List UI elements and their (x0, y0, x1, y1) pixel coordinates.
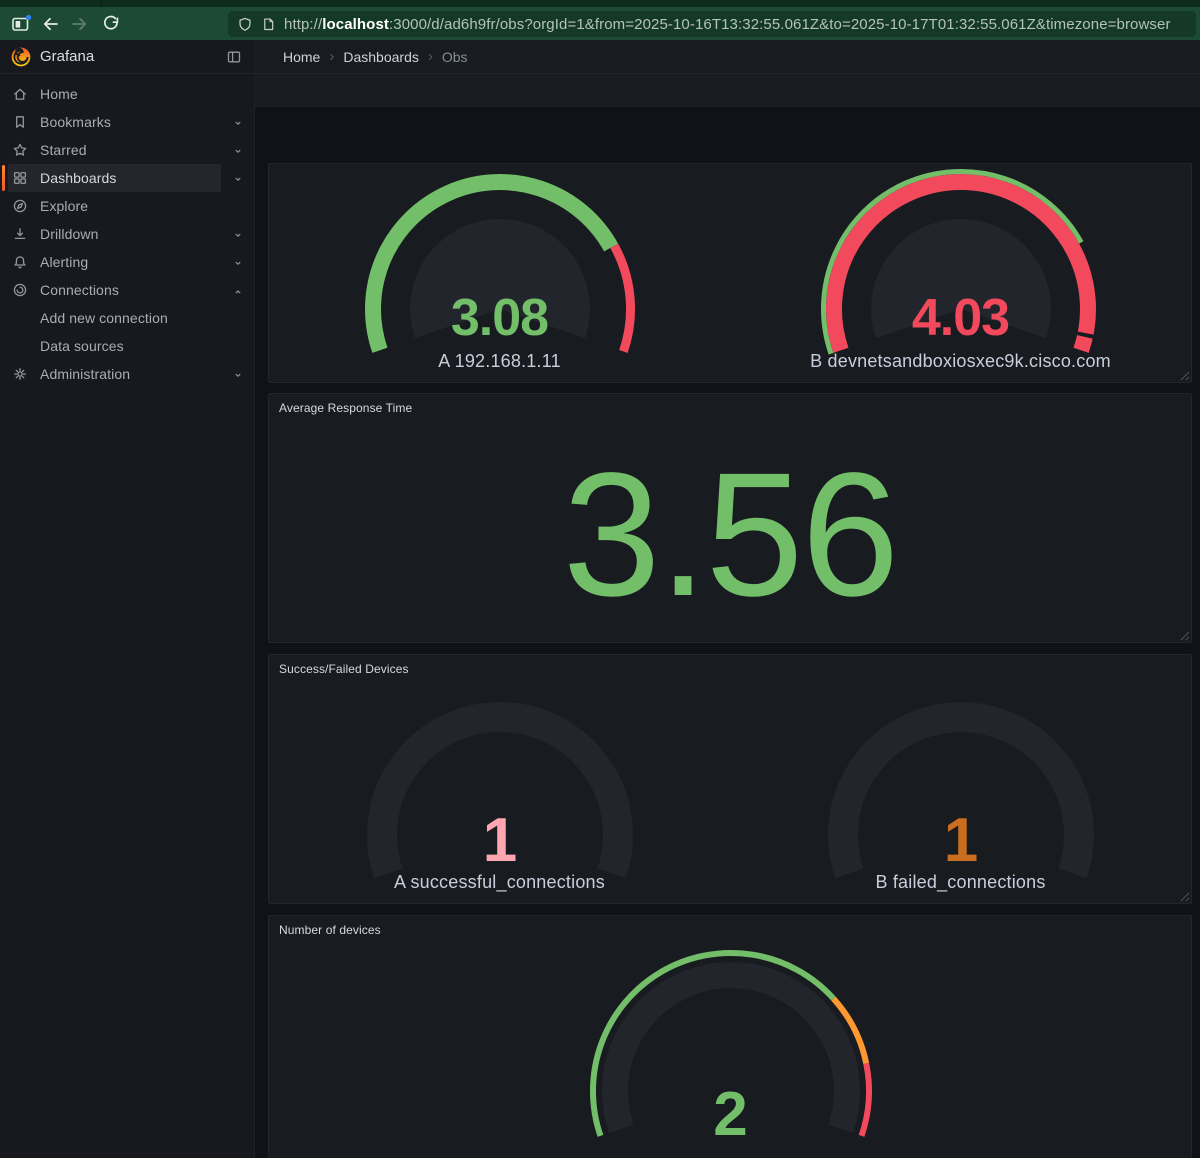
panel-response-gauges: 3.08 A 192.168.1.11 4.03 B devnetsandbox… (268, 163, 1192, 383)
brand-name: Grafana (40, 48, 95, 65)
sidebar-item-label: Explore (40, 198, 89, 214)
gauge-label: A 192.168.1.11 (438, 351, 561, 371)
gauge-arc (590, 949, 872, 1137)
panel-title[interactable]: Number of devices (279, 923, 381, 937)
compass-icon (12, 198, 28, 214)
sidebar-item-bookmarks[interactable]: Bookmarks (0, 108, 254, 136)
sidebar-item-label: Data sources (40, 338, 124, 354)
sidebar-item-administration[interactable]: Administration (0, 360, 254, 388)
gauge-label: A successful_connections (394, 872, 605, 892)
gauge-label: B failed_connections (875, 872, 1046, 892)
gauge-value: 1 (482, 806, 517, 875)
sidebar-item-label: Home (40, 86, 78, 102)
gear-icon (12, 366, 28, 382)
gauge-failed-connections: 1 B failed_connections (730, 655, 1191, 903)
dock-sidebar-button[interactable] (225, 48, 243, 66)
panel-title[interactable]: Average Response Time (279, 401, 413, 415)
shield-icon[interactable] (237, 16, 253, 33)
firefox-view-button[interactable] (6, 7, 36, 40)
stat-value: 3.56 (562, 437, 900, 633)
browser-tab-strip (0, 0, 1200, 7)
gauge-arc (828, 702, 1094, 879)
sidebar-item-alerting[interactable]: Alerting (0, 248, 254, 276)
panel-resize-handle[interactable] (1178, 629, 1189, 640)
gauge-arc (367, 702, 633, 879)
sidebar-item-explore[interactable]: Explore (0, 192, 254, 220)
page-icon (264, 18, 274, 30)
reload-button[interactable] (96, 7, 126, 40)
chevron-down-icon[interactable] (232, 172, 244, 184)
dashboard-controls-bar (255, 74, 1200, 107)
notification-dot (25, 14, 32, 20)
sidebar-item-label: Starred (40, 142, 87, 158)
chevron-down-icon[interactable] (232, 144, 244, 156)
breadcrumb-dashboards[interactable]: Dashboards (343, 48, 419, 65)
breadcrumb-separator-icon: › (329, 48, 335, 65)
gauge-label: B devnetsandboxiosxec9k.cisco.com (810, 351, 1111, 371)
sidebar-item-starred[interactable]: Starred (0, 136, 254, 164)
gauge-arc (821, 168, 1096, 355)
breadcrumb-separator-icon: › (427, 48, 433, 65)
sidebar-item-connections[interactable]: Connections (0, 276, 254, 304)
chevron-down-icon[interactable] (232, 228, 244, 240)
sidebar-item-drilldown[interactable]: Drilldown (0, 220, 254, 248)
breadcrumb-current-page: Obs (441, 48, 468, 65)
sidebar-item-label: Administration (40, 366, 131, 382)
sidebar-item-label: Connections (40, 282, 119, 298)
sidebar-item-label: Alerting (40, 254, 89, 270)
sidebar-item-dashboards[interactable]: Dashboards (0, 164, 254, 192)
chevron-down-icon[interactable] (232, 116, 244, 128)
chevron-down-icon[interactable] (232, 256, 244, 268)
url-bar[interactable]: http://localhost:3000/d/ad6h9fr/obs?orgI… (228, 11, 1196, 37)
panel-number-of-devices: Number of devices 2 (268, 915, 1192, 1158)
panel-resize-handle[interactable] (1178, 890, 1189, 901)
sidebar-item-home[interactable]: Home (0, 80, 254, 108)
breadcrumb-home[interactable]: Home (283, 48, 321, 65)
gauge-value: 4.03 (911, 289, 1010, 347)
tab-separator (100, 0, 102, 7)
sidebar-item-data-sources[interactable]: Data sources (0, 332, 254, 360)
panel-success-failed-devices: Success/Failed Devices 1 A successful_co… (268, 654, 1192, 904)
url-host: localhost (322, 15, 389, 33)
sidebar-nav-list: Home Bookmarks Starred Dashboards Explore Dri… (0, 74, 254, 388)
panel-title[interactable]: Success/Failed Devices (279, 662, 409, 676)
gauge-arc (365, 174, 635, 353)
gauge-device-count: 2 (269, 916, 1191, 1158)
panel-resize-handle[interactable] (1178, 369, 1189, 380)
sidebar-item-label: Bookmarks (40, 114, 111, 130)
gauge-value: 2 (713, 1080, 747, 1149)
breadcrumb: Home › Dashboards › Obs (255, 40, 1200, 74)
drilldown-icon (12, 226, 28, 242)
gauge-successful-connections: 1 A successful_connections (269, 655, 730, 903)
chevron-up-icon[interactable] (232, 284, 244, 296)
url-text[interactable]: http://localhost:3000/d/ad6h9fr/obs?orgI… (284, 16, 1171, 33)
gauge-value: 1 (943, 806, 978, 875)
url-rest: :3000/d/ad6h9fr/obs?orgId=1&from=2025-10… (388, 15, 1171, 33)
sidebar-item-label: Drilldown (40, 226, 99, 242)
gauge-device-b: 4.03 B devnetsandboxiosxec9k.cisco.com (730, 164, 1191, 382)
home-icon (12, 86, 28, 102)
bell-icon (12, 254, 28, 270)
gauge-device-a: 3.08 A 192.168.1.11 (269, 164, 730, 382)
star-icon (12, 142, 28, 158)
grafana-logo[interactable] (10, 46, 32, 68)
plug-icon (12, 282, 28, 298)
panel-average-response-time: Average Response Time 3.56 (268, 393, 1192, 643)
sidebar-header: Grafana (0, 40, 254, 74)
sidebar-item-label: Dashboards (40, 170, 117, 186)
sidebar-item-add-new-connection[interactable]: Add new connection (0, 304, 254, 332)
back-button[interactable] (36, 7, 66, 40)
bookmark-icon (12, 114, 28, 130)
main-area: Home › Dashboards › Obs 3.08 A 192.168.1… (255, 40, 1200, 1158)
sidebar-item-label: Add new connection (40, 310, 168, 326)
url-scheme: http:// (284, 15, 323, 33)
browser-toolbar: http://localhost:3000/d/ad6h9fr/obs?orgI… (0, 0, 1200, 40)
grafana-sidebar: Grafana Home Bookmarks Starred Dashboards Ex… (0, 40, 255, 1158)
gauge-value: 3.08 (450, 289, 549, 347)
chevron-down-icon[interactable] (232, 368, 244, 380)
dashboard-canvas: 3.08 A 192.168.1.11 4.03 B devnetsandbox… (255, 107, 1200, 1158)
forward-button[interactable] (64, 7, 94, 40)
apps-icon (12, 170, 28, 186)
